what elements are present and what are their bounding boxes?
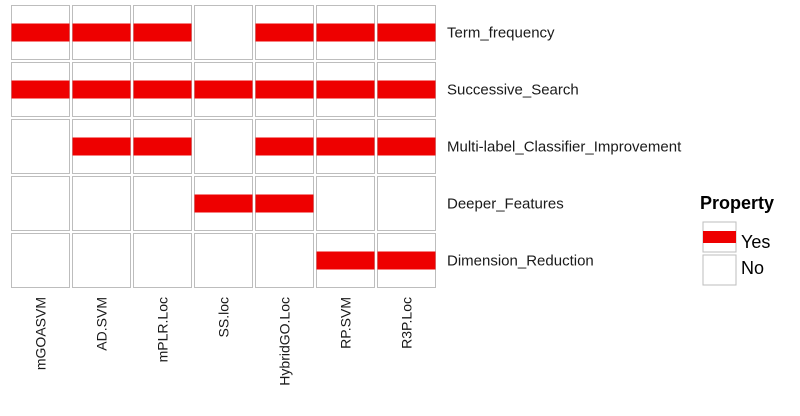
yes-mark-term-frequency-hybridgo-loc xyxy=(255,23,314,42)
yes-mark-multi-label-classifier-improvement-rp-svm xyxy=(316,137,375,156)
yes-mark-term-frequency-rp-svm xyxy=(316,23,375,42)
yes-mark-multi-label-classifier-improvement-mplr-loc xyxy=(133,137,192,156)
cell-deeper-features-mplr-loc xyxy=(133,176,192,231)
column-label-hybridgo-loc: HybridGO.Loc xyxy=(277,297,293,386)
cell-deeper-features-rp-svm xyxy=(316,176,375,231)
cell-dimension-reduction-mplr-loc xyxy=(133,233,192,288)
cell-dimension-reduction-ad-svm xyxy=(72,233,131,288)
row-labels: Term_frequency Successive_Search Multi-lab… xyxy=(447,25,682,270)
legend-label-no: No xyxy=(741,258,764,278)
column-label-mplr-loc: mPLR.Loc xyxy=(155,297,171,362)
cell-multi-label-classifier-improvement-ss-loc xyxy=(194,119,253,174)
cell-term-frequency-ss-loc xyxy=(194,5,253,60)
yes-mark-successive-search-mplr-loc xyxy=(133,80,192,99)
row-label-successive-search: Successive_Search xyxy=(447,82,579,99)
yes-mark-deeper-features-ss-loc xyxy=(194,194,253,213)
yes-mark-deeper-features-hybridgo-loc xyxy=(255,194,314,213)
yes-mark-successive-search-rp-svm xyxy=(316,80,375,99)
yes-mark-dimension-reduction-rp-svm xyxy=(316,251,375,270)
yes-mark-successive-search-hybridgo-loc xyxy=(255,80,314,99)
row-label-term-frequency: Term_frequency xyxy=(447,25,555,42)
yes-mark-term-frequency-mplr-loc xyxy=(133,23,192,42)
cell-multi-label-classifier-improvement-mgoasvm xyxy=(11,119,70,174)
cell-deeper-features-ad-svm xyxy=(72,176,131,231)
heatmap-cells xyxy=(11,5,436,288)
cell-deeper-features-mgoasvm xyxy=(11,176,70,231)
row-label-dimension-reduction: Dimension_Reduction xyxy=(447,253,594,270)
yes-mark-multi-label-classifier-improvement-hybridgo-loc xyxy=(255,137,314,156)
column-label-rp-svm: RP.SVM xyxy=(338,297,354,349)
row-label-deeper-features: Deeper_Features xyxy=(447,196,564,213)
legend-label-yes: Yes xyxy=(741,232,770,252)
column-label-ad-svm: AD.SVM xyxy=(94,297,110,351)
legend-key-yes-band xyxy=(703,231,736,243)
cell-deeper-features-r3p-loc xyxy=(377,176,436,231)
yes-mark-term-frequency-ad-svm xyxy=(72,23,131,42)
column-label-r3p-loc: R3P.Loc xyxy=(399,297,415,349)
yes-mark-term-frequency-mgoasvm xyxy=(11,23,70,42)
legend: Property Yes No xyxy=(700,193,774,286)
yes-mark-successive-search-ss-loc xyxy=(194,80,253,99)
row-label-multi-label-classifier-improvement: Multi-label_Classifier_Improvement xyxy=(447,139,682,156)
cell-dimension-reduction-mgoasvm xyxy=(11,233,70,288)
yes-mark-successive-search-r3p-loc xyxy=(377,80,436,99)
yes-mark-dimension-reduction-r3p-loc xyxy=(377,251,436,270)
legend-key-no xyxy=(702,254,737,286)
yes-mark-successive-search-mgoasvm xyxy=(11,80,70,99)
column-labels: mGOASVM AD.SVM mPLR.Loc SS.loc HybridGO.Loc R… xyxy=(33,297,415,386)
yes-mark-multi-label-classifier-improvement-r3p-loc xyxy=(377,137,436,156)
legend-title: Property xyxy=(700,193,774,213)
yes-mark-multi-label-classifier-improvement-ad-svm xyxy=(72,137,131,156)
yes-mark-term-frequency-r3p-loc xyxy=(377,23,436,42)
column-label-ss-loc: SS.loc xyxy=(216,297,232,337)
column-label-mgoasvm: mGOASVM xyxy=(33,297,49,370)
yes-mark-successive-search-ad-svm xyxy=(72,80,131,99)
cell-dimension-reduction-hybridgo-loc xyxy=(255,233,314,288)
cell-dimension-reduction-ss-loc xyxy=(194,233,253,288)
